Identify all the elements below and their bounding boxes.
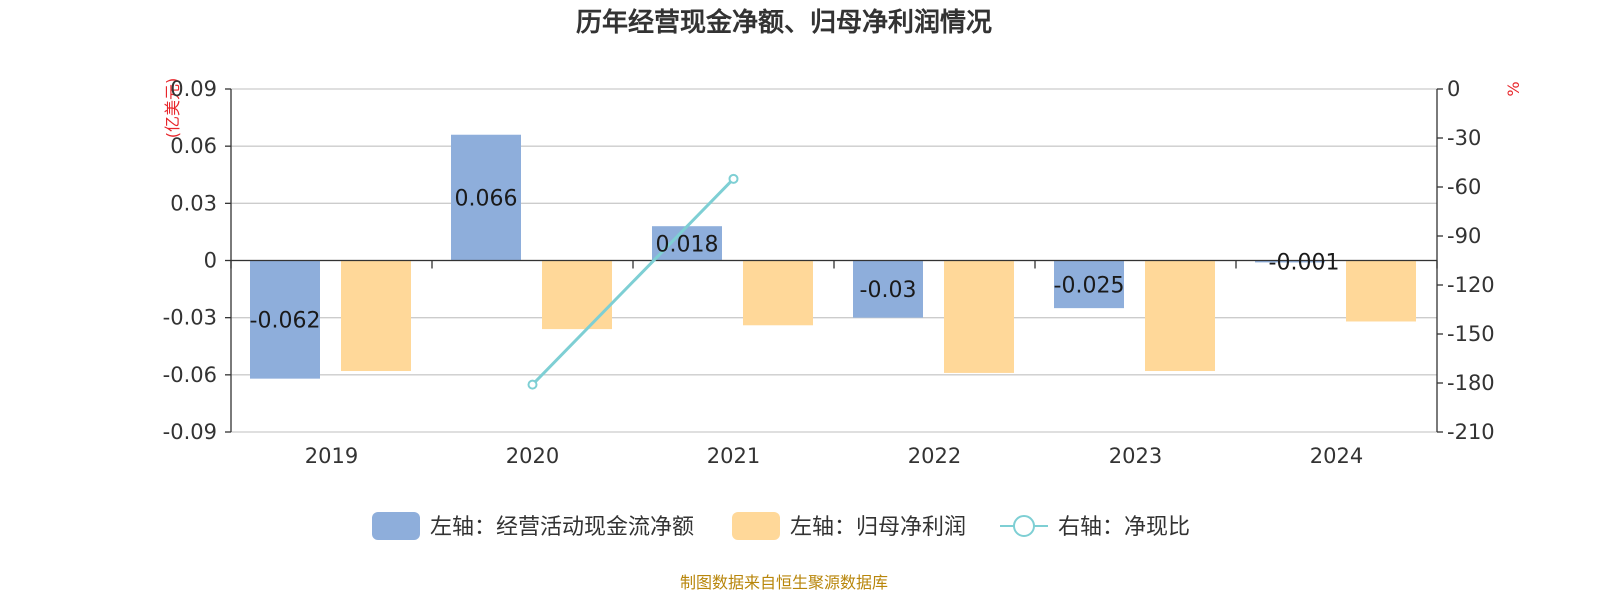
legend-label-net-profit: 左轴：归母净利润 <box>790 515 966 540</box>
legend-item-cashflow[interactable]: 左轴：经营活动现金流净额 <box>372 512 694 540</box>
right-axis: 0 -30 -60 -90 -120 -150 -180 -210 <box>1436 77 1495 444</box>
bar-cashflow <box>853 260 923 318</box>
legend-label-cashflow: 左轴：经营活动现金流净额 <box>430 515 694 540</box>
bar-labels: -0.062 0.066 0.018 -0.03 -0.025 -0.001 <box>250 187 1340 334</box>
right-axis-unit: % <box>1504 81 1523 96</box>
bar-cashflow <box>451 134 521 261</box>
bar-cashflow <box>652 226 722 261</box>
left-axis-tick-label: 0 <box>204 249 217 273</box>
bar-net-profit <box>743 260 813 326</box>
chart-title: 历年经营现金净额、归母净利润情况 <box>576 7 992 38</box>
legend-swatch-net-profit <box>732 512 780 540</box>
bar-net-profit <box>1145 260 1215 372</box>
x-axis-tick-label: 2023 <box>1109 444 1162 468</box>
bar-label-cashflow: -0.001 <box>1269 250 1340 275</box>
left-axis-tick-label: 0.06 <box>170 134 217 158</box>
bar-net-profit <box>944 260 1014 373</box>
bar-label-cashflow: -0.03 <box>860 278 917 303</box>
ratio-point <box>728 173 739 184</box>
bar-net-profit <box>542 260 612 330</box>
bar-label-cashflow: -0.062 <box>250 309 321 334</box>
bar-net-profit <box>341 260 411 372</box>
legend-item-net-profit[interactable]: 左轴：归母净利润 <box>732 512 966 540</box>
left-axis: 0.09 0.06 0.03 0 -0.03 -0.06 -0.09 <box>163 77 232 444</box>
bar-cashflow <box>1255 260 1325 263</box>
left-axis-tick-label: 0.09 <box>170 77 217 101</box>
bar-label-cashflow: -0.025 <box>1054 273 1125 298</box>
legend: 左轴：经营活动现金流净额 左轴：归母净利润 右轴：净现比 <box>372 512 1190 540</box>
left-axis-tick-label: -0.03 <box>163 306 217 330</box>
right-axis-tick-label: -180 <box>1447 371 1495 395</box>
left-axis-tick-label: -0.09 <box>163 420 217 444</box>
x-axis-tick-label: 2024 <box>1310 444 1363 468</box>
left-axis-tick-label: -0.06 <box>163 363 217 387</box>
x-axis: 2019 2020 2021 2022 2023 2024 <box>230 259 1438 468</box>
ratio-line <box>531 177 735 386</box>
right-axis-tick-label: -120 <box>1447 273 1495 297</box>
bar-cashflow <box>1054 260 1124 309</box>
ratio-line-series <box>527 173 739 390</box>
right-axis-tick-label: 0 <box>1447 77 1460 101</box>
bar-cashflow <box>250 260 320 379</box>
right-axis-tick-label: -90 <box>1447 224 1481 248</box>
bar-net-profit <box>1346 260 1416 322</box>
x-axis-tick-label: 2019 <box>305 444 358 468</box>
legend-item-cash-ratio[interactable]: 右轴：净现比 <box>1000 515 1190 540</box>
left-axis-unit: (亿美元) <box>163 78 182 139</box>
bar-series <box>250 134 1416 379</box>
legend-label-cash-ratio: 右轴：净现比 <box>1058 515 1190 540</box>
left-axis-tick-label: 0.03 <box>170 191 217 215</box>
x-axis-tick-label: 2020 <box>506 444 559 468</box>
right-axis-tick-label: -30 <box>1447 126 1481 150</box>
x-axis-tick-label: 2021 <box>707 444 760 468</box>
bar-label-cashflow: 0.066 <box>455 187 518 212</box>
right-axis-tick-label: -60 <box>1447 175 1481 199</box>
right-axis-tick-label: -210 <box>1447 420 1495 444</box>
bar-label-cashflow: 0.018 <box>656 232 719 257</box>
x-axis-tick-label: 2022 <box>908 444 961 468</box>
ratio-point <box>527 379 538 390</box>
data-source: 制图数据来自恒生聚源数据库 <box>680 573 888 592</box>
legend-marker-cash-ratio <box>1013 515 1035 537</box>
legend-swatch-cashflow <box>372 512 420 540</box>
right-axis-tick-label: -150 <box>1447 322 1495 346</box>
